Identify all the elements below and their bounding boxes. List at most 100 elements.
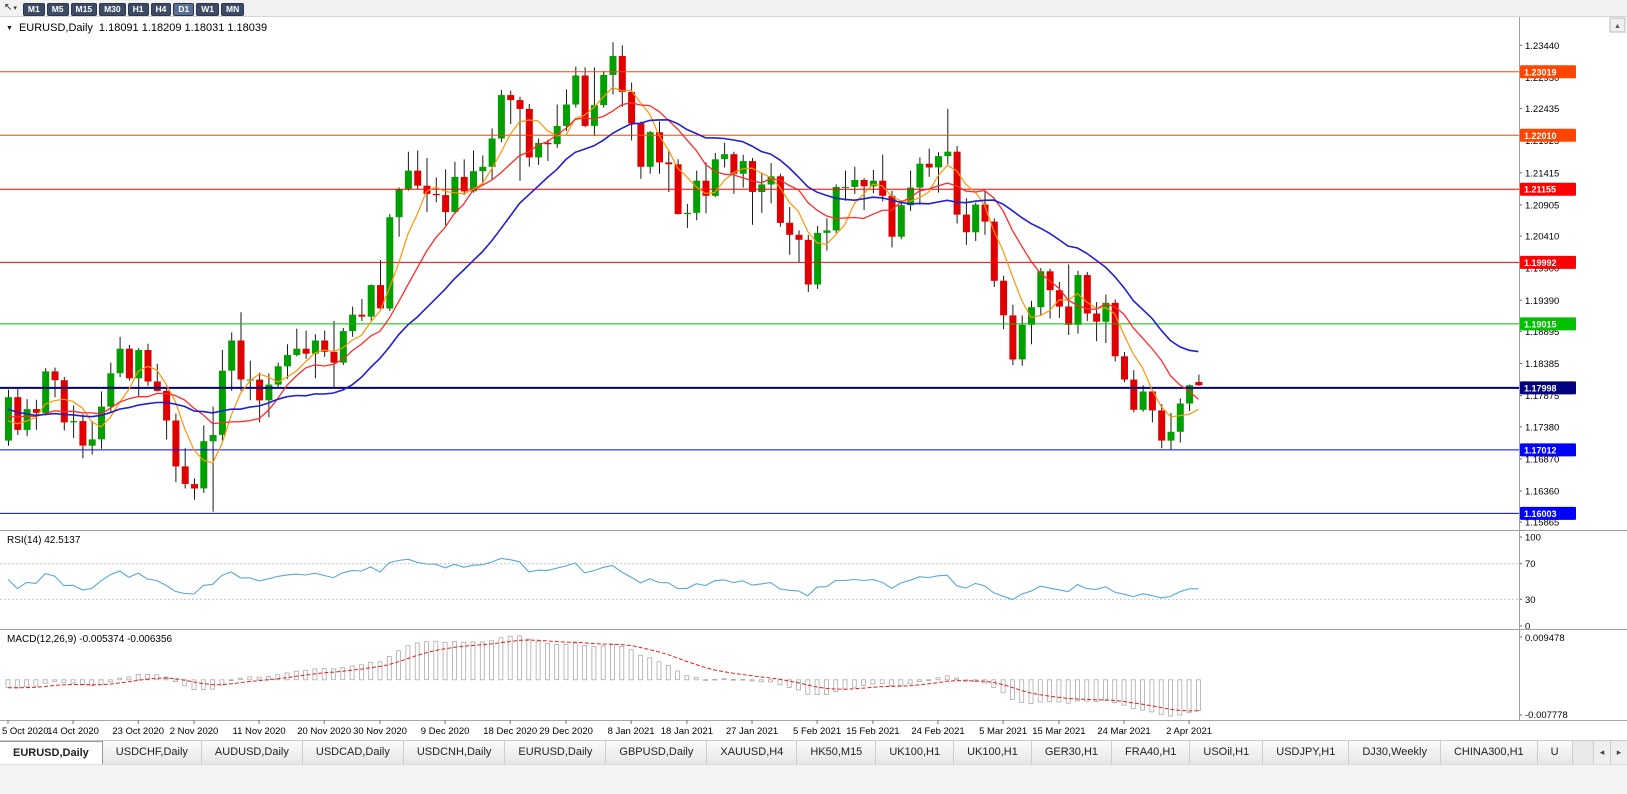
- period-buttons-group: M1 M5 M15 M30 H1 H4 D1 W1 MN: [22, 0, 246, 17]
- period-button-m1[interactable]: M1: [22, 2, 45, 16]
- svg-text:20 Nov 2020: 20 Nov 2020: [297, 726, 351, 737]
- svg-text:18 Jan 2021: 18 Jan 2021: [661, 726, 713, 737]
- chart-tab-12-fra40h1[interactable]: FRA40,H1: [1112, 741, 1191, 764]
- svg-text:5 Mar 2021: 5 Mar 2021: [979, 726, 1027, 737]
- chart-tab-16-china300h1[interactable]: CHINA300,H1: [1440, 741, 1538, 764]
- chart-tab-3-usdcaddaily[interactable]: USDCAD,Daily: [302, 741, 404, 764]
- svg-text:30: 30: [1525, 595, 1536, 606]
- svg-text:11 Nov 2020: 11 Nov 2020: [233, 726, 286, 737]
- svg-text:1.22010: 1.22010: [1524, 131, 1557, 141]
- symbol-period-label: EURUSD,Daily: [18, 22, 93, 34]
- ma-20-line: [7, 118, 1199, 418]
- svg-text:24 Mar 2021: 24 Mar 2021: [1097, 726, 1150, 737]
- macd-indicator-label: MACD(12,26,9) -0.005374 -0.006356: [7, 634, 172, 645]
- candles-layer: [5, 42, 1203, 512]
- cursor-glyph-icon: ↖: [4, 2, 13, 13]
- ma-10-line: [7, 102, 1199, 425]
- svg-text:1.19390: 1.19390: [1525, 296, 1559, 307]
- chart-title: ▼ EURUSD,Daily 1.18091 1.18209 1.18031 1…: [6, 22, 267, 34]
- macd-name: MACD(12,26,9): [7, 634, 77, 645]
- tab-scroll-right-button[interactable]: ▸: [1610, 741, 1627, 764]
- svg-text:14 Oct 2020: 14 Oct 2020: [47, 726, 99, 737]
- chart-scroll-up-button[interactable]: ▲: [1609, 17, 1626, 33]
- period-button-mn[interactable]: MN: [221, 2, 245, 16]
- chart-tab-4-usdcnhdaily[interactable]: USDCNH,Daily: [403, 741, 506, 764]
- chart-tab-10-uk100h1[interactable]: UK100,H1: [954, 741, 1032, 764]
- period-button-m5[interactable]: M5: [46, 2, 69, 16]
- chart-tab-8-hk50m15[interactable]: HK50,M15: [797, 741, 877, 764]
- svg-text:2 Apr 2021: 2 Apr 2021: [1166, 726, 1212, 737]
- svg-text:1.19015: 1.19015: [1524, 319, 1557, 329]
- svg-text:29 Dec 2020: 29 Dec 2020: [539, 726, 593, 737]
- svg-text:15 Mar 2021: 15 Mar 2021: [1032, 726, 1085, 737]
- chart-tab-1-usdchfdaily[interactable]: USDCHF,Daily: [102, 741, 202, 764]
- status-bar: [0, 764, 1627, 794]
- chart-tab-0-eurusddaily[interactable]: EURUSD,Daily: [0, 741, 103, 764]
- chart-tab-9-uk100h1[interactable]: UK100,H1: [876, 741, 955, 764]
- svg-text:1.20410: 1.20410: [1525, 232, 1559, 243]
- chart-tab-2-audusddaily[interactable]: AUDUSD,Daily: [201, 741, 303, 764]
- chart-tab-6-gbpusddaily[interactable]: GBPUSD,Daily: [606, 741, 708, 764]
- horizontal-lines-layer[interactable]: [0, 71, 1519, 514]
- tab-scroll-left-button[interactable]: ◂: [1593, 741, 1610, 764]
- quick-trade-arrow-icon[interactable]: ▼: [6, 24, 13, 32]
- period-button-h1[interactable]: H1: [127, 2, 149, 16]
- dropdown-caret-icon: ▾: [13, 5, 17, 12]
- period-button-h4[interactable]: H4: [150, 2, 172, 16]
- rsi-indicator-label: RSI(14) 42.5137: [7, 535, 80, 546]
- period-button-d1[interactable]: D1: [173, 2, 195, 16]
- chart-tab-bar: EURUSD,Daily USDCHF,Daily AUDUSD,Daily USDC…: [0, 740, 1627, 764]
- chart-tab-17-u[interactable]: U: [1537, 741, 1573, 764]
- moving-averages-layer: [7, 86, 1199, 464]
- chart-tab-5-eurusddaily[interactable]: EURUSD,Daily: [505, 741, 607, 764]
- chart-tab-14-usdjpyh1[interactable]: USDJPY,H1: [1263, 741, 1350, 764]
- chart-tab-13-usoilh1[interactable]: USOil,H1: [1190, 741, 1264, 764]
- svg-text:1.17875: 1.17875: [1525, 391, 1559, 402]
- ma-5-line: [7, 86, 1199, 464]
- svg-text:1.22435: 1.22435: [1525, 104, 1559, 115]
- svg-text:1.19900: 1.19900: [1525, 264, 1559, 275]
- chart-tab-7-xauusdh4[interactable]: XAUUSD,H4: [707, 741, 798, 764]
- period-button-m30[interactable]: M30: [99, 2, 126, 16]
- svg-text:-0.007778: -0.007778: [1525, 710, 1568, 721]
- svg-text:1.16360: 1.16360: [1525, 487, 1559, 498]
- svg-text:0.009478: 0.009478: [1525, 633, 1565, 644]
- chart-canvas[interactable]: 1.234401.229301.224351.219251.214151.209…: [0, 0, 1627, 740]
- timeframe-toolbar: ↖▾ M1 M5 M15 M30 H1 H4 D1 W1 MN: [0, 0, 1627, 17]
- svg-text:30 Nov 2020: 30 Nov 2020: [353, 726, 407, 737]
- rsi-line: [7, 557, 1199, 601]
- macd-values: -0.005374 -0.006356: [79, 634, 173, 645]
- svg-text:0: 0: [1525, 622, 1530, 633]
- rsi-panel: 100 70 30 0: [0, 533, 1541, 633]
- svg-text:1.21155: 1.21155: [1524, 185, 1556, 195]
- panel-separators[interactable]: [0, 17, 1627, 720]
- svg-text:70: 70: [1525, 559, 1536, 570]
- svg-text:1.16003: 1.16003: [1524, 509, 1557, 519]
- chart-tab-11-ger30h1[interactable]: GER30,H1: [1031, 741, 1113, 764]
- svg-text:24 Feb 2021: 24 Feb 2021: [911, 726, 964, 737]
- period-button-w1[interactable]: W1: [196, 2, 219, 16]
- chart-cursor-icon[interactable]: ↖▾: [4, 3, 17, 13]
- chart-tab-15-dj30weekly[interactable]: DJ30,Weekly: [1349, 741, 1441, 764]
- svg-text:▲: ▲: [1614, 23, 1621, 30]
- svg-text:2 Nov 2020: 2 Nov 2020: [170, 726, 219, 737]
- svg-text:23 Oct 2020: 23 Oct 2020: [112, 726, 164, 737]
- ohlc-values: 1.18091 1.18209 1.18031 1.18039: [98, 22, 268, 34]
- svg-text:1.23440: 1.23440: [1525, 41, 1559, 52]
- svg-text:1.22930: 1.22930: [1525, 73, 1559, 84]
- svg-text:5 Oct 2020: 5 Oct 2020: [2, 726, 48, 737]
- macd-panel: 0.009478 -0.007778: [5, 633, 1568, 721]
- svg-text:1.17380: 1.17380: [1525, 422, 1559, 433]
- rsi-value: 42.5137: [44, 535, 81, 546]
- tab-scroll-buttons: ◂ ▸: [1593, 741, 1627, 764]
- svg-text:1.20905: 1.20905: [1525, 200, 1559, 211]
- svg-text:1.15865: 1.15865: [1525, 518, 1559, 529]
- svg-text:100: 100: [1525, 533, 1541, 544]
- svg-text:1.17998: 1.17998: [1524, 383, 1557, 393]
- rsi-name: RSI(14): [7, 535, 42, 546]
- chart-tabs: EURUSD,Daily USDCHF,Daily AUDUSD,Daily USDC…: [0, 741, 1593, 764]
- period-button-m15[interactable]: M15: [70, 2, 98, 16]
- svg-text:15 Feb 2021: 15 Feb 2021: [846, 726, 899, 737]
- svg-text:1.17012: 1.17012: [1524, 445, 1557, 455]
